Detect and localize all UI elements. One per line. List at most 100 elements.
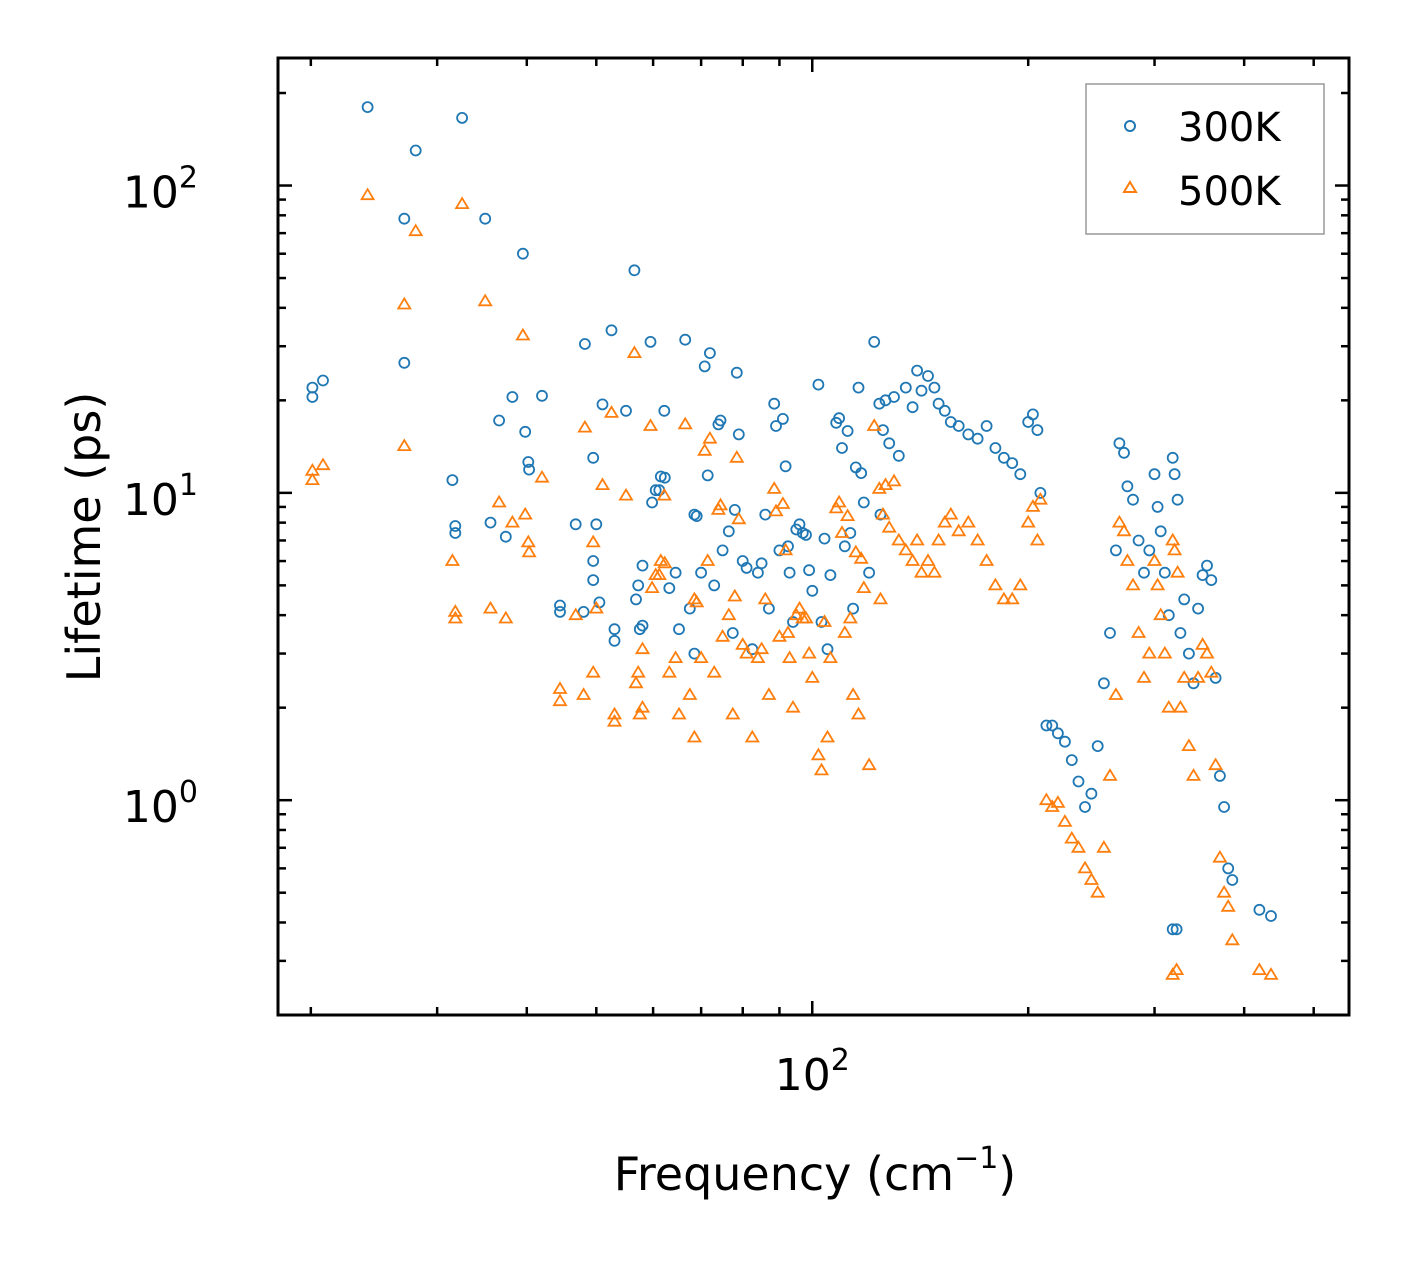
point-500k <box>1064 830 1080 844</box>
point-300k <box>658 404 671 417</box>
point-300k <box>768 397 781 410</box>
point-500k <box>721 607 737 621</box>
legend-label-500k: 500K <box>1178 169 1282 215</box>
point-500k <box>677 416 693 430</box>
point-300k <box>1170 923 1183 936</box>
point-500k <box>1157 645 1173 659</box>
point-500k <box>804 670 820 683</box>
point-500k <box>761 687 777 700</box>
point-300k <box>590 518 603 531</box>
point-300k <box>1214 770 1226 782</box>
point-500k <box>1170 564 1186 578</box>
point-500k <box>689 594 705 608</box>
point-300k <box>398 212 411 225</box>
point-500k <box>656 487 672 501</box>
point-500k <box>898 542 914 556</box>
point-500k <box>1203 664 1219 678</box>
point-300k <box>857 496 870 509</box>
point-300k <box>446 474 459 487</box>
point-500k <box>1172 699 1188 713</box>
point-300k <box>1265 910 1277 922</box>
point-500k <box>856 580 872 593</box>
series-500k <box>304 187 1279 980</box>
point-300k <box>1040 719 1053 732</box>
point-500k <box>661 664 677 678</box>
point-300k <box>1168 468 1181 481</box>
point-300k <box>646 496 658 509</box>
point-300k <box>783 566 796 579</box>
point-500k <box>1083 872 1099 885</box>
point-500k <box>588 600 604 614</box>
point-300k <box>317 374 329 387</box>
point-300k <box>899 381 912 394</box>
point-300k <box>701 469 714 482</box>
point-500k <box>729 450 745 463</box>
point-500k <box>517 506 533 520</box>
point-300k <box>1072 775 1085 788</box>
point-300k <box>409 144 422 157</box>
point-500k <box>1050 795 1066 808</box>
point-300k <box>922 370 934 382</box>
point-500k <box>822 650 838 663</box>
point-300k <box>1222 862 1235 875</box>
point-300k <box>818 532 831 545</box>
point-500k <box>706 664 722 678</box>
x-tick-label: 102 <box>775 1043 850 1101</box>
point-500k <box>1195 637 1211 650</box>
point-500k <box>630 664 646 678</box>
point-500k <box>651 567 667 580</box>
point-300k <box>484 516 497 529</box>
point-500k <box>447 604 463 617</box>
point-500k <box>1004 591 1020 605</box>
point-500k <box>576 687 592 700</box>
point-500k <box>634 641 651 655</box>
point-300k <box>596 398 609 411</box>
point-500k <box>727 588 743 602</box>
point-300k <box>730 366 743 379</box>
point-300k <box>1218 801 1230 813</box>
point-500k <box>515 327 531 341</box>
point-500k <box>768 503 784 517</box>
point-500k <box>697 443 713 456</box>
point-300k <box>536 389 548 402</box>
point-500k <box>594 477 611 490</box>
point-500k <box>1167 542 1183 556</box>
point-300k <box>952 420 965 432</box>
point-500k <box>360 187 376 201</box>
point-500k <box>791 600 808 614</box>
point-300k <box>1174 627 1187 639</box>
point-500k <box>780 625 796 638</box>
point-300k <box>800 529 812 541</box>
point-500k <box>1185 768 1202 781</box>
point-500k <box>1108 687 1124 700</box>
legend-box <box>1085 83 1325 235</box>
point-500k <box>937 514 953 528</box>
point-500k <box>739 645 755 659</box>
point-300k <box>1132 534 1145 547</box>
point-500k <box>926 564 942 578</box>
point-300k <box>868 335 881 348</box>
point-300k <box>479 212 492 225</box>
point-500k <box>693 650 709 663</box>
point-500k <box>552 681 568 694</box>
point-500k <box>1020 514 1036 528</box>
point-500k <box>626 345 642 358</box>
point-300k <box>669 566 682 579</box>
y-tick-label: 101 <box>123 468 198 526</box>
point-300k <box>806 584 819 597</box>
point-300k <box>630 593 642 606</box>
point-300k <box>633 623 646 636</box>
point-300k <box>841 425 854 437</box>
point-500k <box>642 418 659 431</box>
point-300k <box>636 619 649 632</box>
point-300k <box>1192 602 1204 615</box>
y-tick-label: 100 <box>123 775 198 833</box>
point-300k <box>1166 451 1179 464</box>
point-500k <box>477 293 493 307</box>
point-500k <box>750 650 766 663</box>
point-300k <box>1148 468 1161 481</box>
point-300k <box>815 616 828 628</box>
series-300k <box>306 101 1277 936</box>
point-500k <box>585 664 601 678</box>
point-300k <box>873 397 886 410</box>
